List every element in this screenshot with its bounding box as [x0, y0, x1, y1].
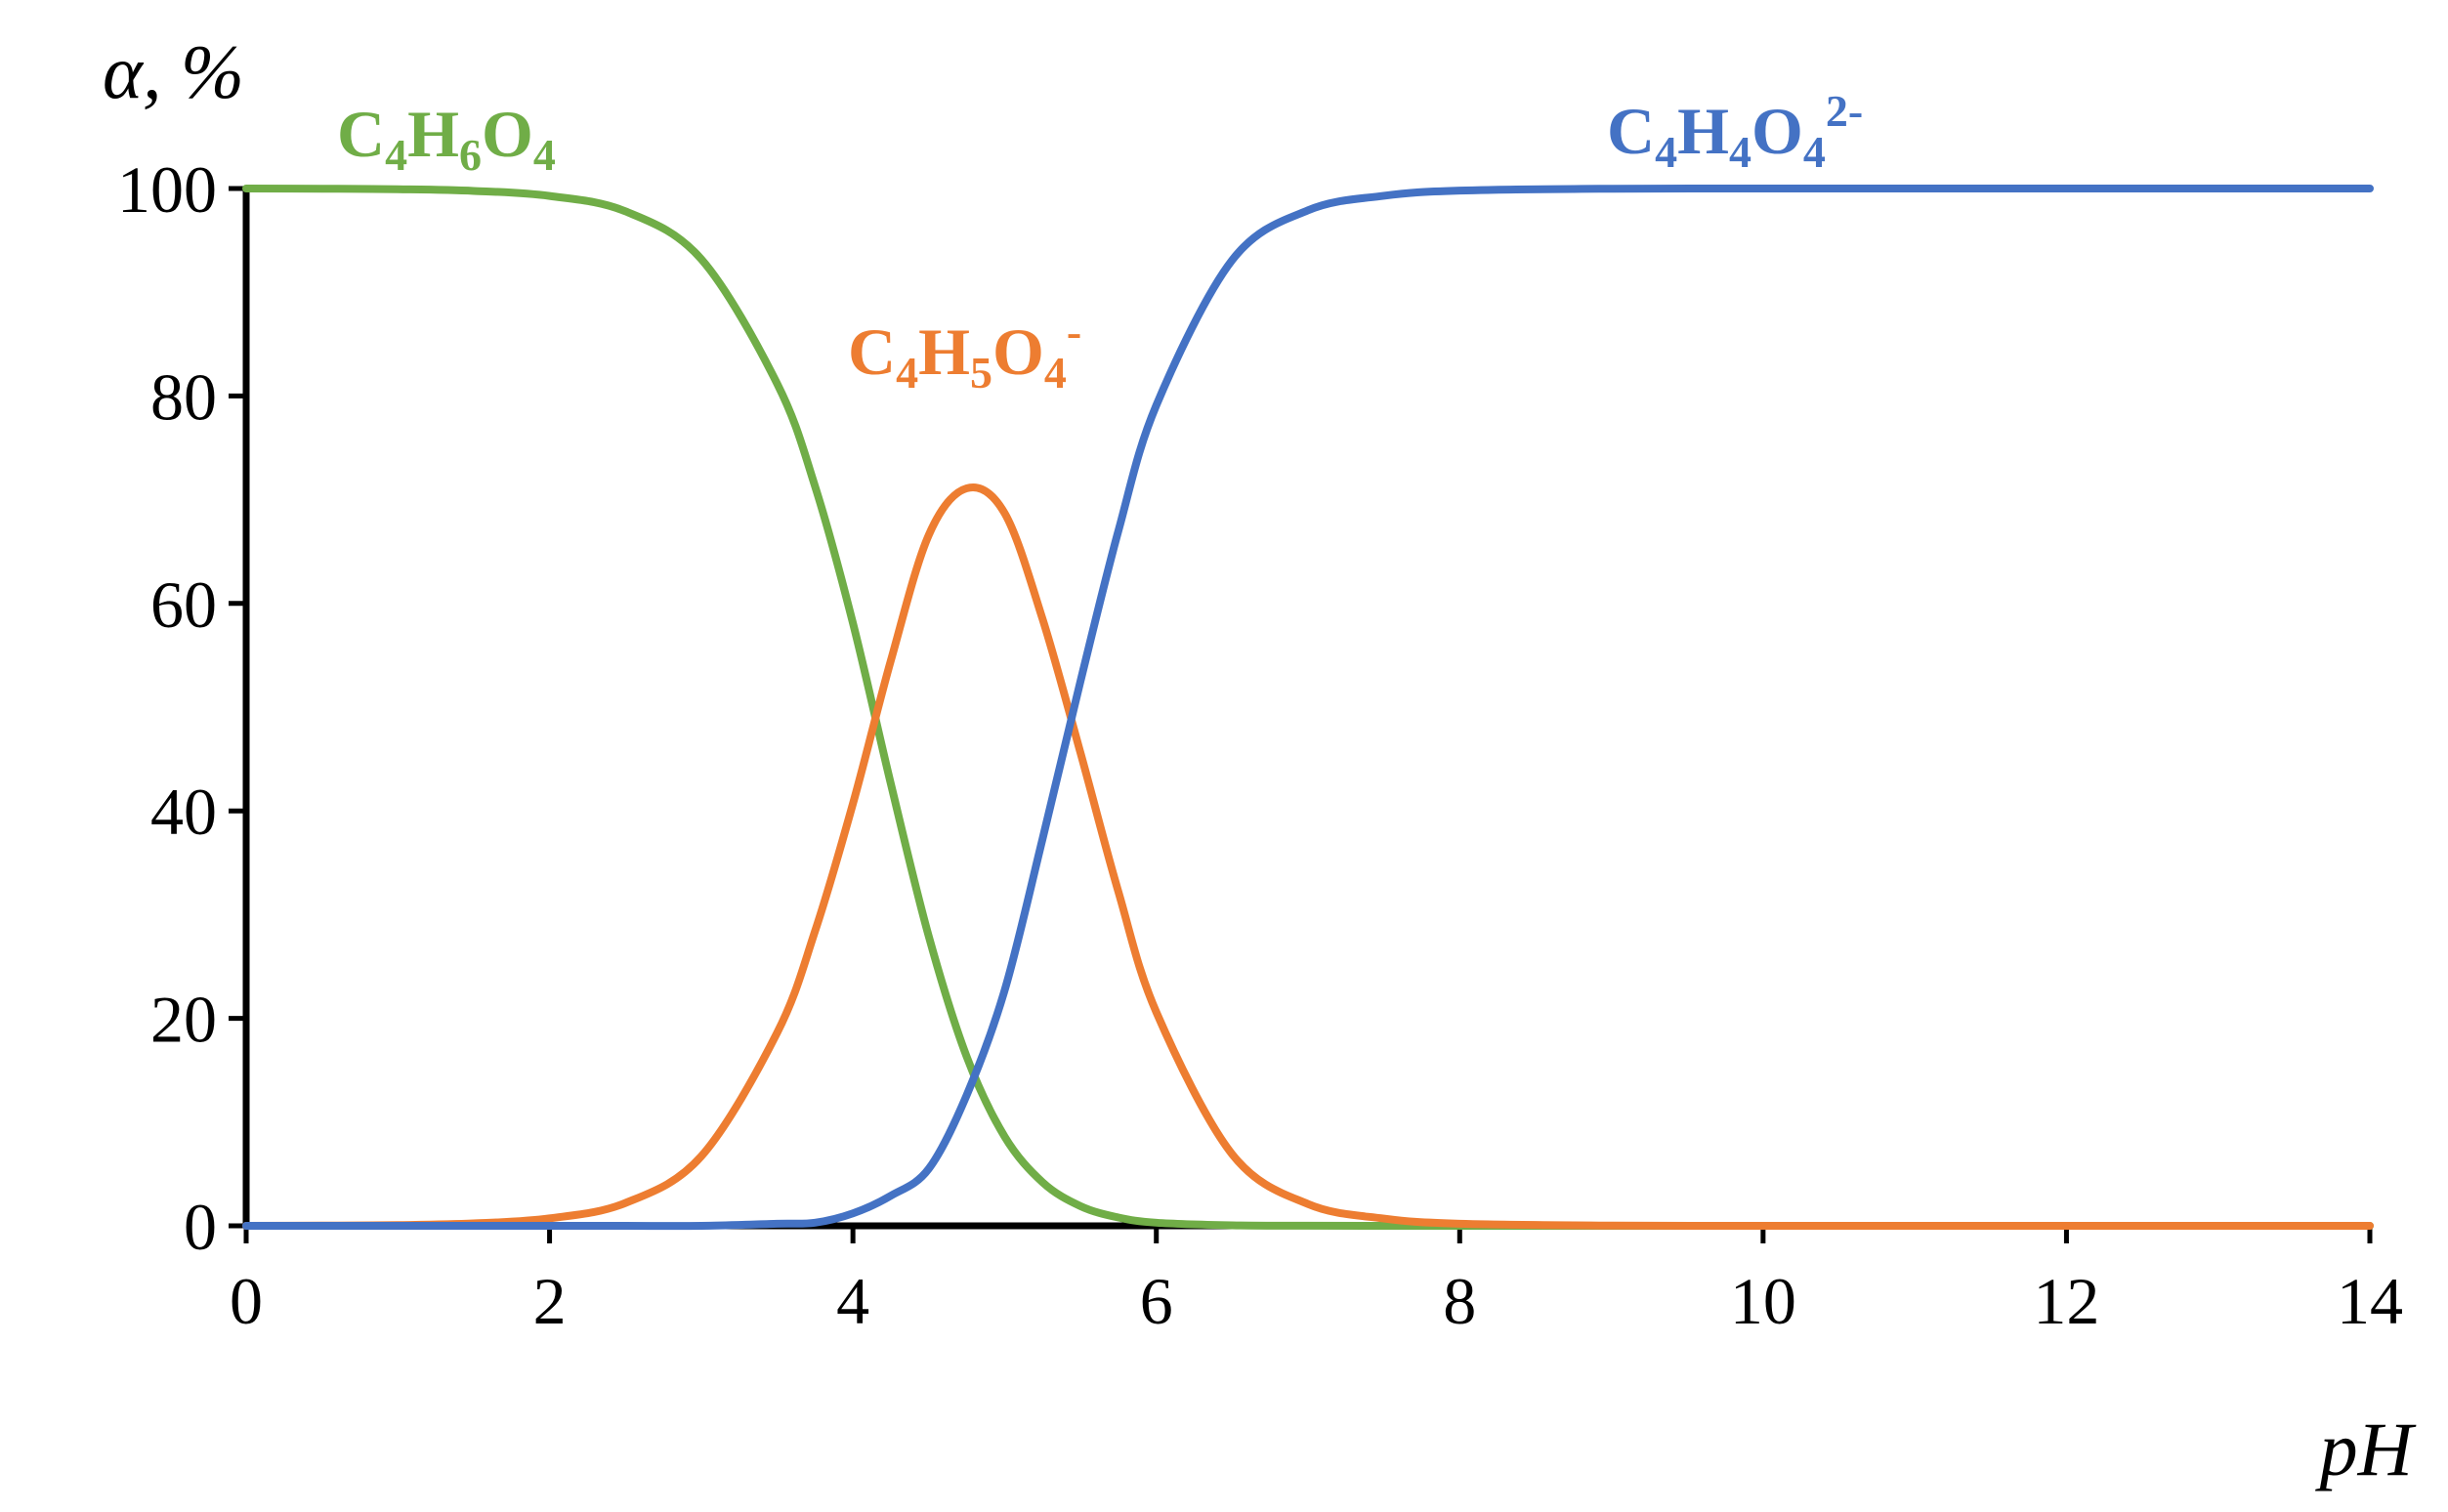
series-labels: C4H6O4 C4H5O4- C4H4O42-: [337, 86, 1863, 398]
y-tick-label: 40: [150, 775, 217, 849]
x-axis-title: pH: [2315, 1407, 2417, 1491]
series-label-2: C4H4O42-: [1607, 86, 1863, 177]
x-tick-label: 4: [836, 1264, 869, 1338]
x-tick-label: 12: [2033, 1264, 2099, 1338]
series-line-1: [242, 483, 2374, 1231]
axes: [242, 189, 2370, 1230]
x-tick-label: 14: [2337, 1264, 2403, 1338]
x-tick-label: 8: [1443, 1264, 1476, 1338]
series-lines: [242, 184, 2374, 1231]
x-tick-label: 2: [533, 1264, 567, 1338]
y-tick-label: 100: [117, 152, 217, 227]
series-line-2: [242, 184, 2374, 1231]
ticks: 0 2 4 6 8 10 12 14 0 20 40 60 80 100: [117, 152, 2403, 1338]
y-tick-label: 0: [184, 1190, 217, 1264]
y-tick-label: 80: [150, 359, 217, 434]
x-tick-label: 10: [1730, 1264, 1796, 1338]
x-tick-label: 0: [230, 1264, 263, 1338]
x-tick-label: 6: [1140, 1264, 1173, 1338]
series-label-1: C4H5O4-: [848, 307, 1081, 398]
y-axis-title: α, %: [103, 29, 244, 114]
series-label-0: C4H6O4: [337, 97, 556, 180]
y-tick-label: 60: [150, 567, 217, 642]
series-line-0: [242, 185, 2374, 1231]
y-tick-label: 20: [150, 983, 217, 1057]
